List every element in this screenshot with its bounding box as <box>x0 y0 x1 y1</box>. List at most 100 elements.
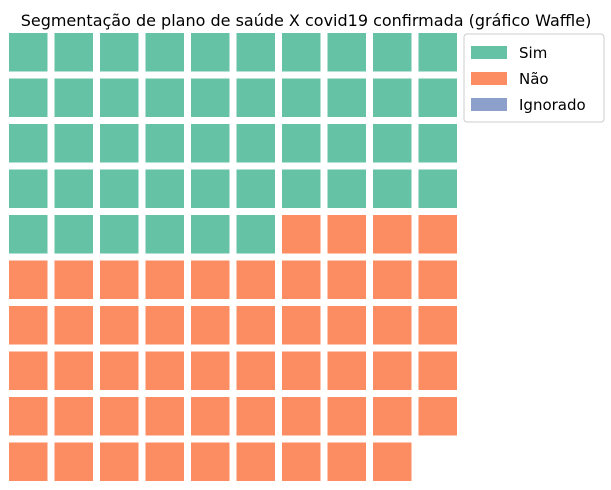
chart-title: Segmentação de plano de saúde X covid19 … <box>21 11 592 30</box>
waffle-cell-sim <box>9 33 48 72</box>
waffle-cell-sim <box>282 78 321 117</box>
waffle-cell-não <box>236 442 275 481</box>
waffle-cell-sim <box>9 78 48 117</box>
waffle-cell-sim <box>327 169 366 208</box>
waffle-cell-sim <box>282 124 321 163</box>
waffle-cell-sim <box>54 33 93 72</box>
waffle-cell-não <box>54 397 93 436</box>
waffle-cell-sim <box>145 78 184 117</box>
waffle-cell-não <box>9 351 48 390</box>
waffle-cell-não <box>236 397 275 436</box>
waffle-cell-não <box>191 442 230 481</box>
waffle-cell-não <box>9 397 48 436</box>
waffle-cell-sim <box>191 33 230 72</box>
waffle-cell-sim <box>236 169 275 208</box>
waffle-cell-não <box>282 306 321 345</box>
waffle-cell-não <box>54 306 93 345</box>
waffle-cell-não <box>418 397 457 436</box>
waffle-cell-não <box>145 260 184 299</box>
waffle-cell-não <box>145 306 184 345</box>
waffle-cell-sim <box>373 124 412 163</box>
waffle-cell-sim <box>145 124 184 163</box>
waffle-cell-não <box>191 351 230 390</box>
waffle-cell-sim <box>236 215 275 254</box>
waffle-cell-não <box>191 397 230 436</box>
waffle-cell-sim <box>145 215 184 254</box>
waffle-cell-não <box>54 351 93 390</box>
waffle-cell-não <box>373 351 412 390</box>
waffle-cell-sim <box>145 169 184 208</box>
waffle-cell-sim <box>145 33 184 72</box>
waffle-cell-sim <box>100 33 139 72</box>
waffle-cell-sim <box>418 33 457 72</box>
waffle-cell-não <box>373 215 412 254</box>
waffle-cell-não <box>9 260 48 299</box>
waffle-cell-não <box>418 306 457 345</box>
legend-swatch-sim <box>471 46 507 59</box>
waffle-cell-não <box>191 306 230 345</box>
waffle-cell-sim <box>100 215 139 254</box>
waffle-cell-sim <box>236 33 275 72</box>
waffle-cell-não <box>327 397 366 436</box>
waffle-cell-não <box>191 260 230 299</box>
waffle-cell-sim <box>9 169 48 208</box>
waffle-cell-não <box>373 442 412 481</box>
waffle-cell-sim <box>191 169 230 208</box>
waffle-grid <box>9 33 457 481</box>
waffle-cell-sim <box>373 33 412 72</box>
waffle-cell-não <box>282 442 321 481</box>
waffle-cell-sim <box>418 169 457 208</box>
waffle-cell-sim <box>54 78 93 117</box>
waffle-cell-sim <box>9 215 48 254</box>
waffle-cell-não <box>282 215 321 254</box>
waffle-cell-não <box>282 260 321 299</box>
legend-label-não: Não <box>519 70 549 88</box>
waffle-cell-sim <box>373 169 412 208</box>
waffle-cell-não <box>54 442 93 481</box>
waffle-cell-não <box>327 260 366 299</box>
waffle-cell-não <box>54 260 93 299</box>
waffle-cell-sim <box>327 78 366 117</box>
waffle-cell-sim <box>282 33 321 72</box>
waffle-cell-sim <box>236 124 275 163</box>
waffle-cell-não <box>100 260 139 299</box>
waffle-cell-não <box>236 351 275 390</box>
waffle-cell-não <box>418 351 457 390</box>
waffle-cell-sim <box>100 124 139 163</box>
waffle-cell-sim <box>191 215 230 254</box>
waffle-cell-sim <box>418 124 457 163</box>
waffle-cell-não <box>327 215 366 254</box>
waffle-cell-sim <box>418 78 457 117</box>
waffle-cell-não <box>327 306 366 345</box>
waffle-cell-não <box>100 442 139 481</box>
waffle-cell-não <box>327 351 366 390</box>
legend-swatch-ignorado <box>471 98 507 111</box>
waffle-cell-sim <box>282 169 321 208</box>
waffle-cell-não <box>373 260 412 299</box>
waffle-cell-não <box>373 397 412 436</box>
waffle-cell-não <box>282 397 321 436</box>
waffle-cell-sim <box>54 124 93 163</box>
legend-label-ignorado: Ignorado <box>519 96 586 114</box>
waffle-cell-não <box>9 442 48 481</box>
waffle-cell-sim <box>373 78 412 117</box>
waffle-cell-não <box>100 351 139 390</box>
waffle-cell-sim <box>236 78 275 117</box>
waffle-cell-não <box>418 215 457 254</box>
waffle-cell-sim <box>327 33 366 72</box>
waffle-cell-não <box>9 306 48 345</box>
waffle-cell-não <box>418 260 457 299</box>
waffle-cell-não <box>145 351 184 390</box>
waffle-cell-não <box>236 306 275 345</box>
waffle-cell-sim <box>327 124 366 163</box>
waffle-cell-não <box>373 306 412 345</box>
waffle-cell-sim <box>191 78 230 117</box>
legend: Sim Não Ignorado <box>463 33 605 123</box>
waffle-cell-não <box>145 442 184 481</box>
waffle-cell-sim <box>191 124 230 163</box>
waffle-cell-não <box>100 306 139 345</box>
waffle-cell-sim <box>100 169 139 208</box>
waffle-cell-não <box>100 397 139 436</box>
waffle-cell-sim <box>54 215 93 254</box>
